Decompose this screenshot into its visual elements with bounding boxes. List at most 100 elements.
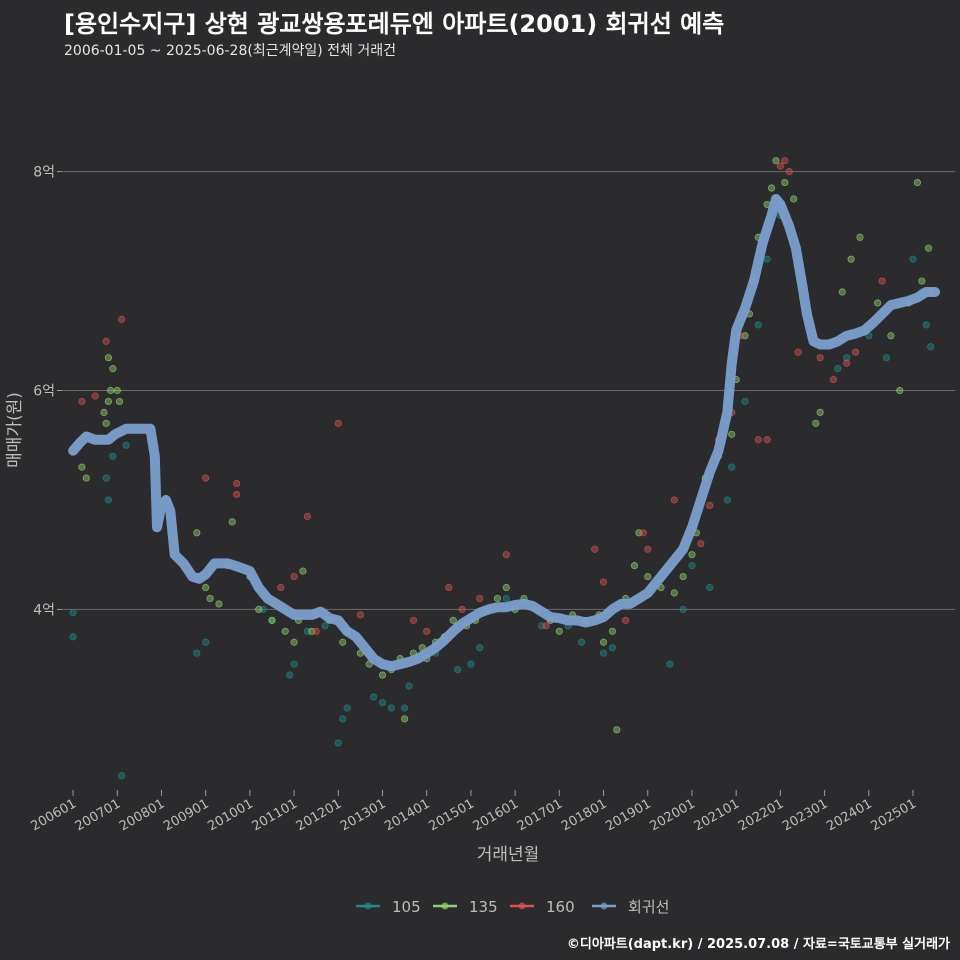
point-135 xyxy=(78,463,86,471)
point-135 xyxy=(100,408,108,417)
point-105 xyxy=(370,693,378,701)
point-135 xyxy=(378,671,387,679)
x-tick-label: 201001 xyxy=(205,796,255,834)
point-135 xyxy=(874,299,882,307)
point-135 xyxy=(290,638,298,646)
x-tick-label: 201301 xyxy=(338,796,388,834)
legend-marker-160 xyxy=(518,902,526,910)
point-160 xyxy=(851,348,860,356)
point-135 xyxy=(772,157,780,165)
point-135 xyxy=(816,408,824,417)
point-135 xyxy=(644,572,652,581)
point-160 xyxy=(233,479,241,488)
point-160 xyxy=(202,474,210,482)
point-105 xyxy=(69,609,77,617)
point-135 xyxy=(104,397,113,406)
point-160 xyxy=(697,540,705,548)
point-160 xyxy=(312,627,320,635)
point-135 xyxy=(728,430,736,438)
point-135 xyxy=(281,627,289,635)
x-axis-label: 거래년월 xyxy=(477,845,540,865)
point-135 xyxy=(449,616,457,624)
legend-marker-135 xyxy=(441,902,449,910)
x-tick-label: 202401 xyxy=(824,796,874,834)
point-160 xyxy=(102,337,110,345)
x-tick-label: 201601 xyxy=(471,796,521,834)
y-tick-label: 8억 xyxy=(33,165,55,181)
legend-marker-105 xyxy=(364,902,372,910)
point-135 xyxy=(102,419,110,427)
point-160 xyxy=(502,551,510,559)
point-160 xyxy=(542,622,550,630)
point-160 xyxy=(776,162,784,170)
x-tick-label: 202201 xyxy=(736,796,786,834)
point-135 xyxy=(299,567,307,575)
point-105 xyxy=(401,704,409,712)
x-tick-label: 201901 xyxy=(603,796,653,834)
x-tick-label: 200901 xyxy=(161,796,211,834)
point-105 xyxy=(339,715,347,723)
point-135 xyxy=(670,589,678,597)
point-160 xyxy=(334,419,342,427)
point-135 xyxy=(613,726,621,734)
source-credit: ©디아파트(dapt.kr) / 2025.07.08 / 자료=국토교통부 실… xyxy=(566,937,950,952)
point-105 xyxy=(321,622,329,630)
point-135 xyxy=(767,184,776,192)
point-135 xyxy=(115,397,124,406)
x-tick-label: 200601 xyxy=(29,796,79,834)
y-axis-label: 매매가(원) xyxy=(5,392,25,468)
point-160 xyxy=(706,501,714,510)
point-105 xyxy=(608,644,616,652)
point-105 xyxy=(387,704,395,712)
point-135 xyxy=(781,178,789,187)
point-160 xyxy=(458,605,466,614)
point-135 xyxy=(679,572,687,581)
point-135 xyxy=(913,178,922,187)
x-tick-label: 201801 xyxy=(559,796,609,834)
point-135 xyxy=(838,288,846,296)
point-105 xyxy=(882,354,891,362)
point-105 xyxy=(378,698,387,707)
point-160 xyxy=(233,490,241,499)
point-135 xyxy=(82,474,90,482)
point-105 xyxy=(405,682,413,690)
point-135 xyxy=(104,354,113,362)
point-135 xyxy=(599,638,608,646)
point-160 xyxy=(644,545,652,553)
point-105 xyxy=(688,562,696,570)
point-105 xyxy=(202,638,210,646)
point-160 xyxy=(356,611,365,619)
point-160 xyxy=(754,436,762,444)
point-160 xyxy=(670,496,678,504)
regression-line xyxy=(68,194,941,672)
point-160 xyxy=(290,572,298,581)
point-160 xyxy=(591,545,599,553)
point-105 xyxy=(666,660,674,668)
point-160 xyxy=(277,583,285,592)
point-160 xyxy=(445,583,453,592)
point-135 xyxy=(630,562,639,570)
legend: 105 135 160 회귀선 xyxy=(356,898,669,916)
legend-label: 105 xyxy=(392,898,421,916)
x-tick-label: 202501 xyxy=(869,796,919,834)
point-105 xyxy=(577,638,586,646)
legend-label: 135 xyxy=(469,898,498,916)
x-tick-label: 201501 xyxy=(426,796,476,834)
point-160 xyxy=(843,359,851,367)
point-105 xyxy=(476,644,484,652)
point-135 xyxy=(109,365,117,373)
point-105 xyxy=(599,649,608,657)
point-160 xyxy=(91,392,99,400)
point-160 xyxy=(423,627,431,635)
x-tick-label: 200701 xyxy=(73,796,123,834)
point-105 xyxy=(728,463,736,471)
point-135 xyxy=(608,627,616,635)
legend-marker-회귀선 xyxy=(600,902,608,910)
point-160 xyxy=(303,512,311,520)
point-135 xyxy=(555,627,563,635)
y-axis-ticks: 4억 6억 8억 xyxy=(33,165,62,618)
point-135 xyxy=(401,715,409,723)
point-160 xyxy=(829,375,838,384)
point-160 xyxy=(118,315,126,323)
